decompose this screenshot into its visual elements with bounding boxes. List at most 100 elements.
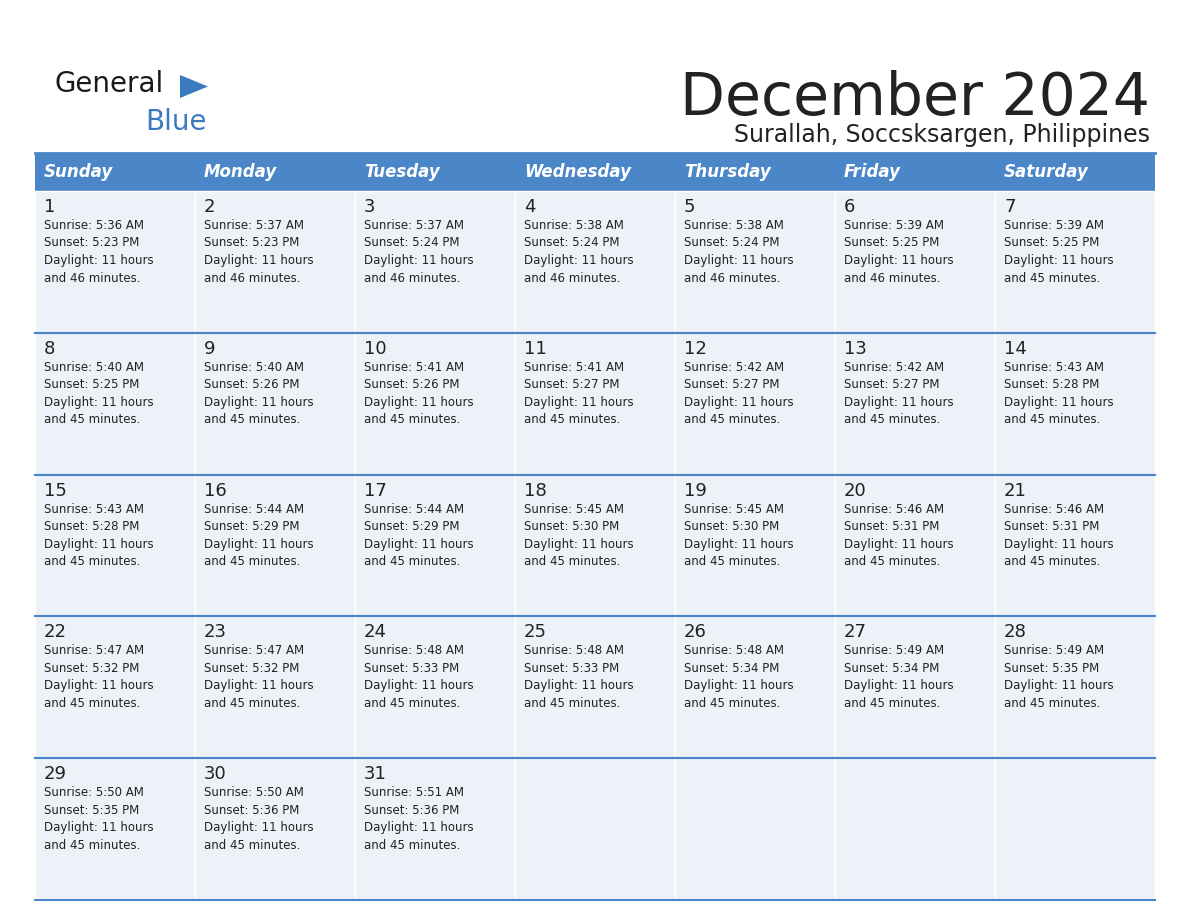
Text: 25: 25	[524, 623, 546, 642]
FancyBboxPatch shape	[516, 758, 675, 900]
Text: and 46 minutes.: and 46 minutes.	[364, 272, 461, 285]
Text: and 45 minutes.: and 45 minutes.	[44, 413, 140, 426]
Text: Sunset: 5:24 PM: Sunset: 5:24 PM	[524, 237, 619, 250]
Text: Daylight: 11 hours: Daylight: 11 hours	[843, 679, 954, 692]
Text: Monday: Monday	[204, 163, 277, 181]
Text: and 45 minutes.: and 45 minutes.	[684, 555, 781, 568]
Text: Sunset: 5:35 PM: Sunset: 5:35 PM	[44, 803, 139, 817]
Text: Daylight: 11 hours: Daylight: 11 hours	[684, 679, 794, 692]
Text: and 45 minutes.: and 45 minutes.	[204, 839, 301, 852]
Text: Sunrise: 5:48 AM: Sunrise: 5:48 AM	[524, 644, 624, 657]
Text: 30: 30	[204, 766, 227, 783]
Text: Daylight: 11 hours: Daylight: 11 hours	[524, 396, 633, 409]
Text: Sunrise: 5:47 AM: Sunrise: 5:47 AM	[204, 644, 304, 657]
Text: 4: 4	[524, 198, 536, 216]
FancyBboxPatch shape	[355, 758, 516, 900]
Text: 20: 20	[843, 482, 867, 499]
FancyBboxPatch shape	[996, 191, 1155, 333]
Text: Blue: Blue	[145, 108, 207, 136]
Text: and 45 minutes.: and 45 minutes.	[524, 697, 620, 710]
Text: Sunset: 5:29 PM: Sunset: 5:29 PM	[204, 521, 299, 533]
Text: Sunset: 5:26 PM: Sunset: 5:26 PM	[364, 378, 460, 391]
Text: Sunset: 5:31 PM: Sunset: 5:31 PM	[843, 521, 940, 533]
Text: 1: 1	[44, 198, 56, 216]
FancyBboxPatch shape	[996, 475, 1155, 616]
Text: Sunrise: 5:37 AM: Sunrise: 5:37 AM	[364, 219, 465, 232]
FancyBboxPatch shape	[675, 616, 835, 758]
Text: and 46 minutes.: and 46 minutes.	[524, 272, 620, 285]
Text: Daylight: 11 hours: Daylight: 11 hours	[1004, 538, 1113, 551]
FancyBboxPatch shape	[34, 153, 195, 191]
Text: Sunset: 5:26 PM: Sunset: 5:26 PM	[204, 378, 299, 391]
Text: Surallah, Soccsksargen, Philippines: Surallah, Soccsksargen, Philippines	[734, 123, 1150, 147]
Text: 19: 19	[684, 482, 707, 499]
Text: 31: 31	[364, 766, 387, 783]
Text: Tuesday: Tuesday	[364, 163, 440, 181]
Text: Sunrise: 5:48 AM: Sunrise: 5:48 AM	[684, 644, 784, 657]
FancyBboxPatch shape	[355, 616, 516, 758]
Text: Daylight: 11 hours: Daylight: 11 hours	[364, 822, 474, 834]
FancyBboxPatch shape	[355, 191, 516, 333]
FancyBboxPatch shape	[34, 758, 195, 900]
Text: Daylight: 11 hours: Daylight: 11 hours	[684, 538, 794, 551]
FancyBboxPatch shape	[195, 333, 355, 475]
Text: and 45 minutes.: and 45 minutes.	[204, 555, 301, 568]
Text: and 46 minutes.: and 46 minutes.	[684, 272, 781, 285]
FancyBboxPatch shape	[516, 616, 675, 758]
Text: 3: 3	[364, 198, 375, 216]
Text: and 45 minutes.: and 45 minutes.	[204, 413, 301, 426]
Text: Daylight: 11 hours: Daylight: 11 hours	[364, 254, 474, 267]
Text: and 45 minutes.: and 45 minutes.	[843, 413, 941, 426]
Text: Daylight: 11 hours: Daylight: 11 hours	[44, 538, 153, 551]
Text: Sunset: 5:30 PM: Sunset: 5:30 PM	[684, 521, 779, 533]
Text: Daylight: 11 hours: Daylight: 11 hours	[204, 822, 314, 834]
FancyBboxPatch shape	[835, 333, 996, 475]
Text: and 45 minutes.: and 45 minutes.	[44, 697, 140, 710]
Text: Sunset: 5:33 PM: Sunset: 5:33 PM	[364, 662, 460, 675]
Text: Sunset: 5:29 PM: Sunset: 5:29 PM	[364, 521, 460, 533]
Text: and 45 minutes.: and 45 minutes.	[524, 413, 620, 426]
Text: Sunrise: 5:40 AM: Sunrise: 5:40 AM	[204, 361, 304, 374]
Text: Sunrise: 5:41 AM: Sunrise: 5:41 AM	[364, 361, 465, 374]
Text: Sunset: 5:24 PM: Sunset: 5:24 PM	[684, 237, 779, 250]
FancyBboxPatch shape	[835, 153, 996, 191]
Text: Sunrise: 5:46 AM: Sunrise: 5:46 AM	[1004, 502, 1104, 516]
Text: Daylight: 11 hours: Daylight: 11 hours	[204, 538, 314, 551]
Text: Sunrise: 5:41 AM: Sunrise: 5:41 AM	[524, 361, 624, 374]
Text: Daylight: 11 hours: Daylight: 11 hours	[524, 538, 633, 551]
Text: Sunset: 5:32 PM: Sunset: 5:32 PM	[44, 662, 139, 675]
Text: Wednesday: Wednesday	[524, 163, 631, 181]
Text: 12: 12	[684, 340, 707, 358]
Text: Sunset: 5:25 PM: Sunset: 5:25 PM	[843, 237, 940, 250]
FancyBboxPatch shape	[355, 153, 516, 191]
Text: Sunset: 5:27 PM: Sunset: 5:27 PM	[684, 378, 779, 391]
Text: 6: 6	[843, 198, 855, 216]
Text: Sunset: 5:34 PM: Sunset: 5:34 PM	[843, 662, 940, 675]
Text: and 45 minutes.: and 45 minutes.	[1004, 413, 1100, 426]
Text: 9: 9	[204, 340, 215, 358]
Text: Thursday: Thursday	[684, 163, 771, 181]
Text: Sunset: 5:23 PM: Sunset: 5:23 PM	[44, 237, 139, 250]
Text: Daylight: 11 hours: Daylight: 11 hours	[684, 254, 794, 267]
Text: 2: 2	[204, 198, 215, 216]
Text: 11: 11	[524, 340, 546, 358]
Text: and 45 minutes.: and 45 minutes.	[364, 697, 461, 710]
Text: Daylight: 11 hours: Daylight: 11 hours	[204, 254, 314, 267]
FancyBboxPatch shape	[675, 191, 835, 333]
FancyBboxPatch shape	[996, 333, 1155, 475]
Text: Sunset: 5:34 PM: Sunset: 5:34 PM	[684, 662, 779, 675]
FancyBboxPatch shape	[675, 333, 835, 475]
Text: Sunset: 5:23 PM: Sunset: 5:23 PM	[204, 237, 299, 250]
Text: Daylight: 11 hours: Daylight: 11 hours	[684, 396, 794, 409]
FancyBboxPatch shape	[355, 475, 516, 616]
Text: 7: 7	[1004, 198, 1016, 216]
Text: 13: 13	[843, 340, 867, 358]
Text: and 45 minutes.: and 45 minutes.	[204, 697, 301, 710]
Text: and 46 minutes.: and 46 minutes.	[843, 272, 941, 285]
Text: 26: 26	[684, 623, 707, 642]
Text: Sunset: 5:27 PM: Sunset: 5:27 PM	[524, 378, 619, 391]
Text: and 45 minutes.: and 45 minutes.	[1004, 272, 1100, 285]
FancyBboxPatch shape	[835, 758, 996, 900]
Text: Sunrise: 5:51 AM: Sunrise: 5:51 AM	[364, 786, 465, 800]
Text: and 45 minutes.: and 45 minutes.	[364, 839, 461, 852]
